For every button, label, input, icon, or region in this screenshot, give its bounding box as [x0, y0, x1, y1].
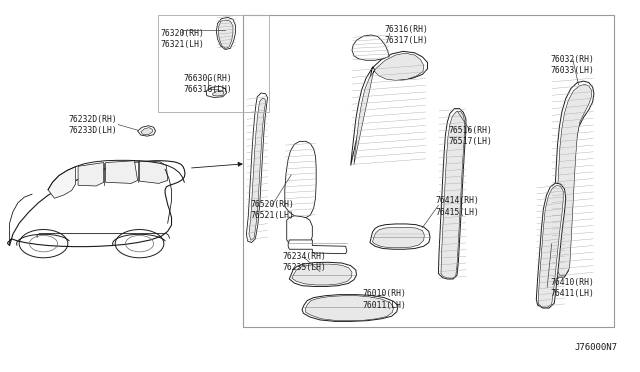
Polygon shape: [289, 262, 356, 286]
Polygon shape: [218, 20, 233, 48]
Polygon shape: [554, 84, 591, 276]
Polygon shape: [212, 90, 224, 96]
Text: J76000N7: J76000N7: [575, 343, 618, 352]
Text: 76032(RH)
76033(LH): 76032(RH) 76033(LH): [551, 55, 595, 75]
Polygon shape: [140, 161, 168, 183]
Polygon shape: [372, 227, 424, 248]
Text: 76630G(RH)
76631G(LH): 76630G(RH) 76631G(LH): [184, 74, 232, 94]
Polygon shape: [538, 185, 563, 307]
Polygon shape: [288, 240, 347, 254]
Polygon shape: [246, 93, 268, 243]
Text: 76232D(RH)
76233D(LH): 76232D(RH) 76233D(LH): [68, 115, 117, 135]
Polygon shape: [305, 296, 394, 321]
Polygon shape: [138, 126, 156, 136]
Polygon shape: [441, 112, 465, 278]
Polygon shape: [78, 163, 104, 186]
Text: 76010(RH)
76011(LH): 76010(RH) 76011(LH): [362, 289, 406, 310]
Polygon shape: [287, 216, 312, 246]
Polygon shape: [249, 98, 266, 240]
Polygon shape: [351, 51, 428, 166]
Text: 76410(RH)
76411(LH): 76410(RH) 76411(LH): [551, 278, 595, 298]
Text: 76320(RH)
76321(LH): 76320(RH) 76321(LH): [161, 29, 204, 49]
Text: 76234(RH)
76235(LH): 76234(RH) 76235(LH): [282, 252, 326, 272]
Polygon shape: [302, 295, 398, 321]
Polygon shape: [106, 161, 138, 183]
FancyBboxPatch shape: [243, 15, 614, 327]
Text: 76520(RH)
76521(LH): 76520(RH) 76521(LH): [250, 200, 294, 220]
Polygon shape: [354, 53, 424, 164]
Polygon shape: [141, 128, 152, 135]
Polygon shape: [536, 183, 566, 308]
Polygon shape: [370, 224, 430, 249]
Polygon shape: [292, 264, 352, 285]
Polygon shape: [8, 161, 185, 247]
Polygon shape: [48, 167, 76, 198]
Polygon shape: [285, 141, 316, 218]
Text: 76316(RH)
76317(LH): 76316(RH) 76317(LH): [385, 25, 428, 45]
Polygon shape: [352, 35, 389, 60]
Polygon shape: [438, 109, 466, 279]
Polygon shape: [206, 86, 227, 97]
Polygon shape: [552, 81, 594, 277]
Polygon shape: [216, 17, 236, 49]
Text: 76414(RH)
76415(LH): 76414(RH) 76415(LH): [436, 196, 479, 217]
Text: 76516(RH)
76517(LH): 76516(RH) 76517(LH): [449, 126, 492, 146]
